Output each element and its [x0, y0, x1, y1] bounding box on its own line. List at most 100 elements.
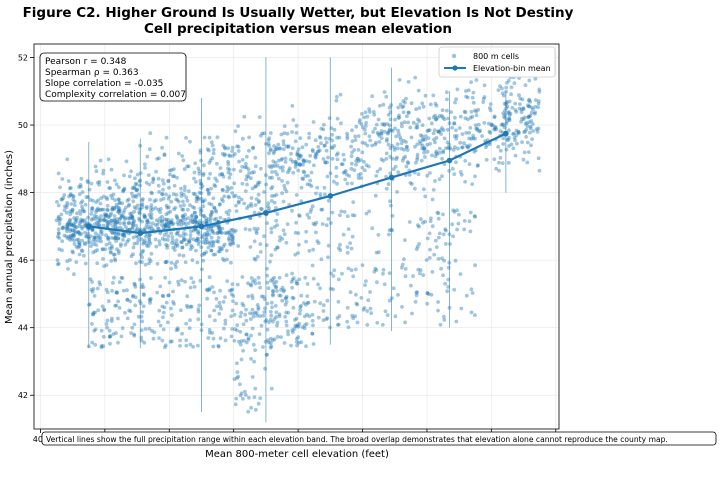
- scatter-point: [233, 129, 238, 134]
- scatter-point: [227, 230, 232, 235]
- scatter-point: [207, 275, 212, 280]
- scatter-point: [269, 386, 274, 391]
- scatter-point: [251, 314, 256, 319]
- scatter-point: [250, 293, 255, 298]
- scatter-point: [82, 209, 87, 214]
- scatter-point: [321, 127, 326, 132]
- scatter-point: [90, 208, 94, 213]
- scatter-point: [116, 208, 121, 213]
- scatter-point: [205, 188, 210, 192]
- scatter-point: [296, 251, 300, 255]
- scatter-point: [405, 160, 410, 165]
- scatter-point: [263, 366, 267, 371]
- scatter-point: [370, 226, 375, 231]
- scatter-point: [262, 190, 266, 194]
- scatter-point: [201, 173, 206, 178]
- scatter-point: [252, 226, 257, 231]
- scatter-point: [417, 119, 422, 124]
- scatter-point: [234, 209, 239, 214]
- scatter-point: [394, 134, 399, 139]
- scatter-point: [114, 182, 119, 187]
- scatter-point: [205, 296, 210, 301]
- scatter-point: [319, 257, 324, 262]
- scatter-point: [141, 242, 146, 246]
- scatter-point: [282, 288, 287, 293]
- scatter-point: [100, 247, 105, 251]
- scatter-point: [468, 210, 473, 215]
- scatter-point: [414, 247, 419, 252]
- scatter-point: [175, 259, 180, 264]
- scatter-point: [498, 129, 503, 134]
- scatter-point: [452, 210, 457, 214]
- scatter-point: [384, 94, 389, 99]
- scatter-point: [497, 160, 501, 165]
- scatter-point: [119, 334, 124, 339]
- scatter-point: [183, 221, 188, 226]
- scatter-point: [293, 252, 298, 257]
- scatter-point: [131, 294, 135, 299]
- scatter-point: [97, 235, 101, 240]
- scatter-point: [188, 304, 193, 309]
- scatter-point: [60, 239, 65, 244]
- scatter-point: [341, 152, 346, 157]
- scatter-point: [205, 240, 210, 245]
- scatter-point: [481, 100, 486, 104]
- scatter-point: [122, 220, 126, 225]
- scatter-point: [131, 194, 136, 199]
- scatter-point: [190, 220, 195, 225]
- scatter-point: [226, 159, 231, 164]
- scatter-point: [506, 111, 511, 115]
- scatter-point: [454, 128, 458, 133]
- scatter-point: [279, 288, 283, 292]
- scatter-point: [210, 331, 215, 335]
- scatter-point: [140, 198, 145, 203]
- scatter-point: [251, 145, 256, 150]
- scatter-point: [248, 317, 253, 321]
- scatter-point: [157, 239, 162, 244]
- scatter-point: [80, 199, 85, 204]
- scatter-point: [164, 203, 169, 208]
- scatter-point: [208, 213, 213, 218]
- scatter-point: [111, 281, 115, 285]
- scatter-point: [269, 300, 274, 305]
- scatter-point: [129, 331, 134, 335]
- scatter-point: [99, 328, 104, 333]
- scatter-point: [83, 202, 88, 207]
- scatter-point: [204, 219, 209, 223]
- scatter-point: [232, 194, 236, 199]
- scatter-point: [465, 95, 470, 100]
- scatter-point: [310, 204, 315, 209]
- scatter-point: [70, 233, 75, 238]
- scatter-point: [533, 104, 538, 109]
- scatter-point: [209, 140, 214, 145]
- scatter-point: [145, 220, 150, 225]
- scatter-point: [527, 97, 532, 102]
- scatter-point: [149, 206, 153, 210]
- scatter-point: [254, 231, 259, 236]
- scatter-point: [177, 253, 182, 257]
- scatter-point: [142, 213, 147, 217]
- scatter-point: [275, 147, 280, 152]
- scatter-point: [245, 174, 249, 178]
- scatter-point: [377, 134, 382, 138]
- scatter-point: [444, 146, 448, 151]
- scatter-point: [401, 156, 406, 161]
- scatter-point: [307, 249, 312, 253]
- scatter-point: [243, 312, 248, 317]
- scatter-point: [152, 199, 157, 204]
- scatter-point: [192, 206, 197, 210]
- scatter-point: [369, 311, 374, 316]
- scatter-point: [113, 231, 118, 236]
- scatter-point: [351, 274, 356, 279]
- scatter-point: [341, 170, 346, 175]
- scatter-point: [205, 231, 209, 236]
- scatter-point: [274, 218, 279, 223]
- scatter-point: [103, 247, 108, 252]
- scatter-point: [304, 302, 308, 307]
- scatter-point: [130, 226, 135, 231]
- scatter-point: [220, 226, 225, 231]
- scatter-point: [172, 183, 177, 188]
- scatter-point: [434, 117, 438, 122]
- scatter-point: [147, 261, 151, 266]
- scatter-point: [212, 183, 217, 187]
